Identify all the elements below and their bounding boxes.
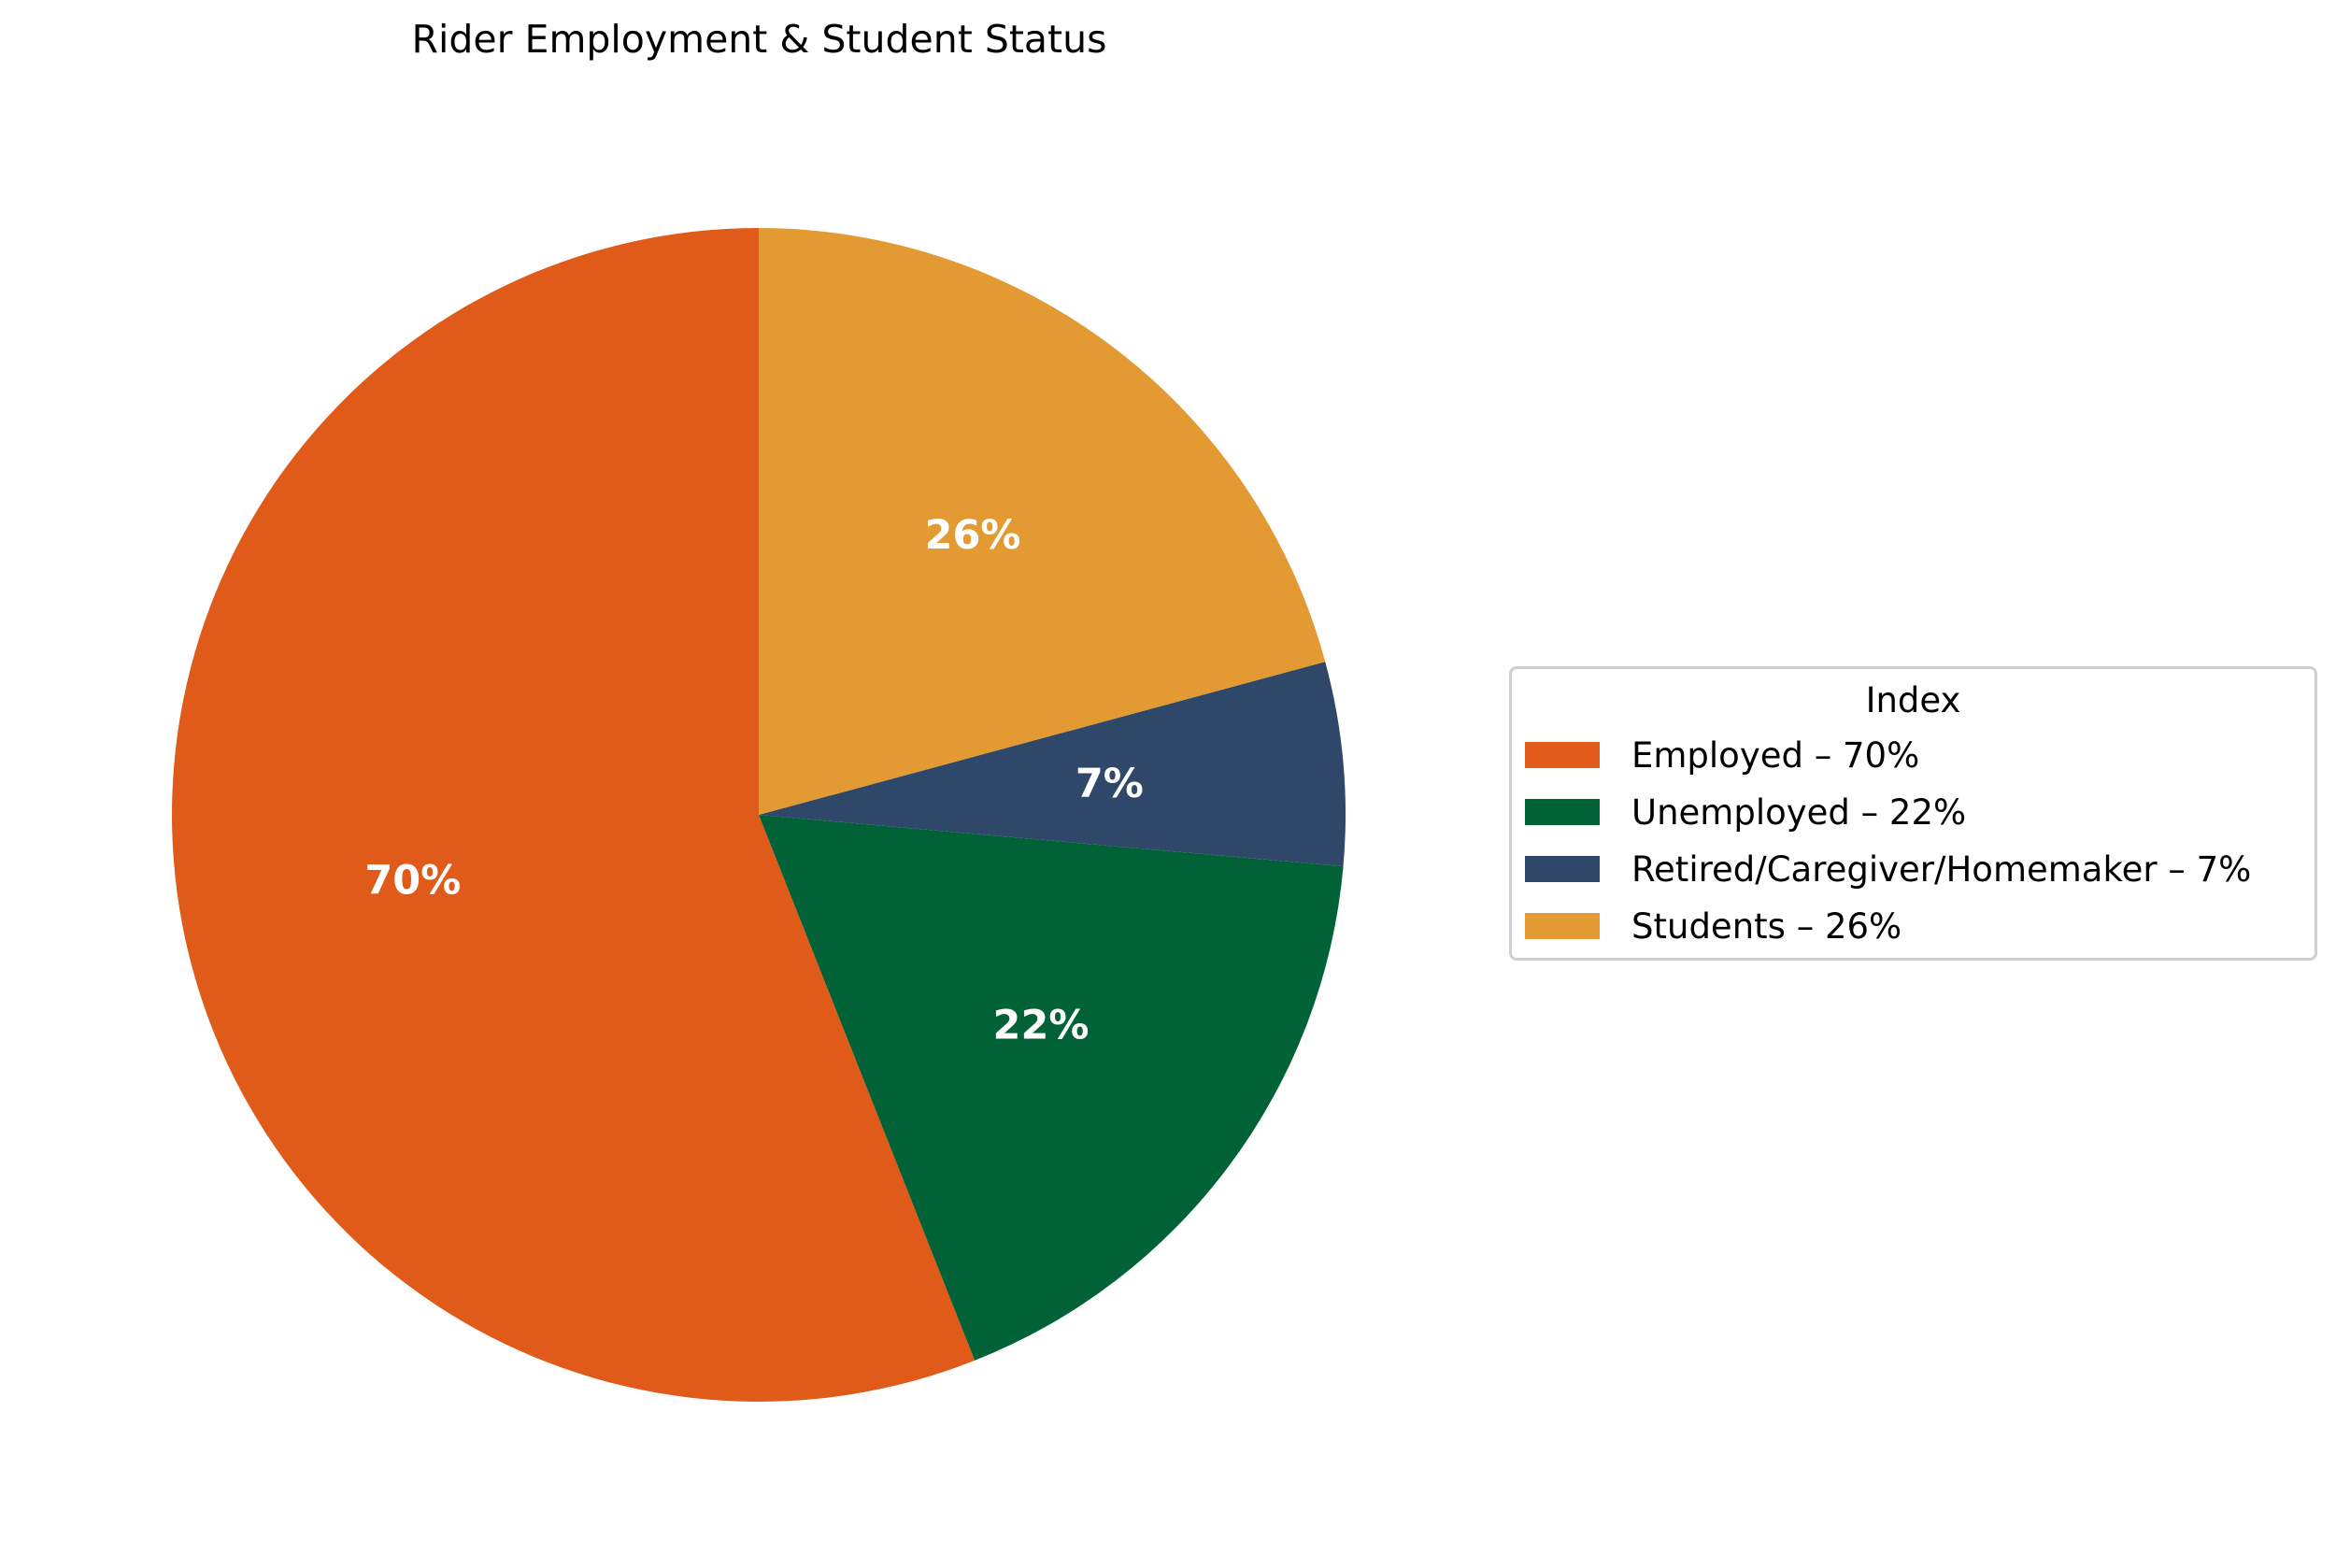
legend-swatch: [1525, 742, 1600, 768]
legend-swatch: [1525, 799, 1600, 825]
legend-entry: Employed – 70%: [1525, 732, 1919, 778]
legend-label: Unemployed – 22%: [1631, 791, 1967, 833]
pie-slice-students: [759, 228, 1326, 815]
pie-labels: 70% 22% 7% 26%: [364, 512, 1143, 1048]
legend-entry: Students – 26%: [1525, 903, 1902, 949]
legend-label: Students – 26%: [1631, 905, 1902, 947]
slice-label-students: 26%: [925, 512, 1021, 559]
slice-label-retired-caregiver-homemaker: 7%: [1075, 761, 1144, 807]
chart-title: Rider Employment & Student Status: [411, 17, 1107, 62]
pie-slices: [172, 228, 1346, 1402]
legend-swatch: [1525, 913, 1600, 939]
slice-label-employed: 70%: [364, 858, 461, 905]
legend-label: Retired/Caregiver/Homemaker – 7%: [1631, 848, 2252, 890]
legend-title: Index: [1865, 680, 1961, 720]
legend-label: Employed – 70%: [1631, 734, 1920, 776]
legend-entry: Unemployed – 22%: [1525, 789, 1966, 835]
pie-slice-retired-caregiver-homemaker: [759, 662, 1346, 867]
slice-label-unemployed: 22%: [993, 1002, 1090, 1048]
legend: Index Employed – 70% Unemployed – 22% Reti…: [1509, 666, 2317, 961]
pie-slice-unemployed: [759, 815, 1344, 1361]
pie-slice-employed: [172, 228, 976, 1402]
legend-entry: Retired/Caregiver/Homemaker – 7%: [1525, 846, 2251, 892]
legend-swatch: [1525, 856, 1600, 882]
